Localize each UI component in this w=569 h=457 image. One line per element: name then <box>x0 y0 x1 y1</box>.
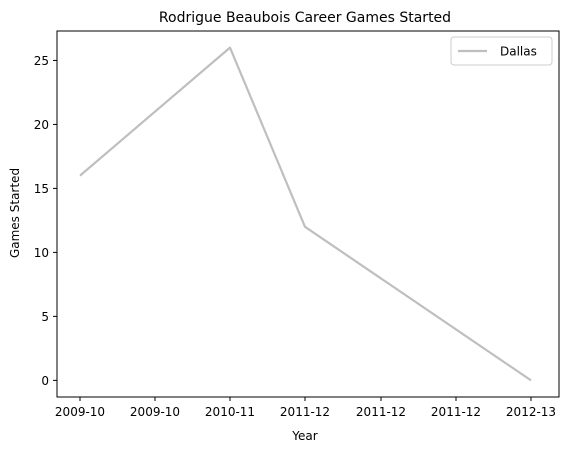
series-layer <box>79 46 532 382</box>
legend: Dallas <box>450 36 553 66</box>
chart-title: Rodrigue Beaubois Career Games Started <box>159 10 451 26</box>
y-tick-label: 10 <box>34 246 49 260</box>
x-axis-ticks: 2009-10 2009-10 2010-11 2011-12 2011-12 2011-… <box>55 397 556 419</box>
legend-box <box>450 36 553 66</box>
y-tick-label: 0 <box>41 374 49 388</box>
y-axis-ticks: 0 5 10 15 20 25 <box>34 54 57 388</box>
y-axis-label: Games Started <box>8 168 22 258</box>
y-tick-label: 5 <box>41 310 49 324</box>
x-tick-label: 2010-11 <box>205 405 255 419</box>
x-tick-label: 2009-10 <box>55 405 105 419</box>
x-tick-label: 2011-12 <box>356 405 406 419</box>
x-tick-label: 2012-13 <box>506 405 556 419</box>
y-tick-label: 25 <box>34 54 49 68</box>
x-axis-label: Year <box>291 429 317 443</box>
x-tick-label: 2009-10 <box>130 405 180 419</box>
y-tick-label: 20 <box>34 118 49 132</box>
y-tick-label: 15 <box>34 182 49 196</box>
x-tick-label: 2011-12 <box>280 405 330 419</box>
series-line-dallas <box>79 46 532 382</box>
x-tick-label: 2011-12 <box>431 405 481 419</box>
plot-area-frame <box>56 30 560 398</box>
legend-label-dallas: Dallas <box>500 45 537 59</box>
